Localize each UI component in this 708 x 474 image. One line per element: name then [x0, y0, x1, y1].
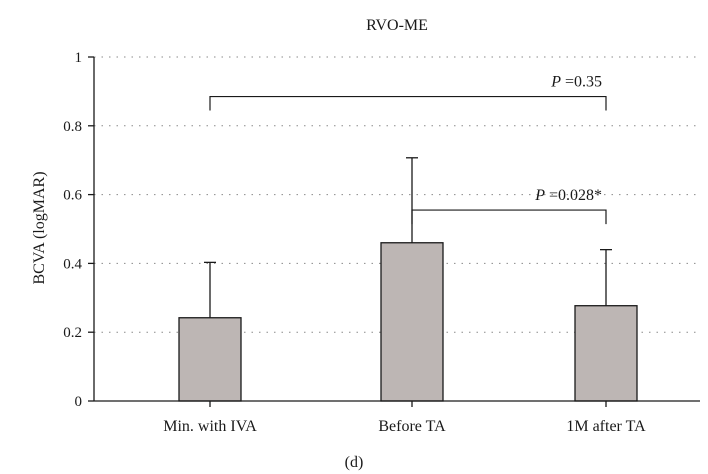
- significance-annotations: P =0.35P =0.028*: [209, 74, 607, 225]
- y-tick-label-4: 0.8: [63, 119, 82, 135]
- chart-title: RVO-ME: [366, 17, 428, 34]
- p-symbol: P: [534, 187, 545, 204]
- bar-0: [178, 317, 242, 402]
- y-tick-label-1: 0.2: [63, 325, 82, 341]
- bar-1: [380, 242, 444, 402]
- axes: 0 0.2 0.4 0.6 0.8 1 Min. with IVA Before TA 1M a…: [63, 50, 700, 435]
- x-tick-label-0: Min. with IVA: [163, 418, 257, 435]
- significance-bracket-1: [411, 209, 607, 225]
- p-value-label-1: P =0.028*: [534, 187, 602, 204]
- p-value: =0.35: [561, 74, 602, 91]
- y-tick-label-5: 1: [75, 50, 83, 66]
- panel-label: (d): [345, 454, 364, 471]
- p-value: =0.028*: [545, 187, 602, 204]
- y-axis-label: BCVA (logMAR): [31, 171, 48, 284]
- significance-bracket-0: [209, 95, 607, 111]
- bar-2: [574, 305, 638, 402]
- x-tick-label-2: 1M after TA: [566, 418, 646, 435]
- y-tick-label-2: 0.4: [63, 256, 82, 272]
- bars: [178, 157, 638, 402]
- p-symbol: P: [550, 74, 561, 91]
- p-value-label-0: P =0.35: [550, 74, 602, 91]
- y-tick-label-3: 0.6: [63, 188, 82, 204]
- x-tick-label-1: Before TA: [378, 418, 446, 435]
- y-tick-label-0: 0: [75, 394, 83, 410]
